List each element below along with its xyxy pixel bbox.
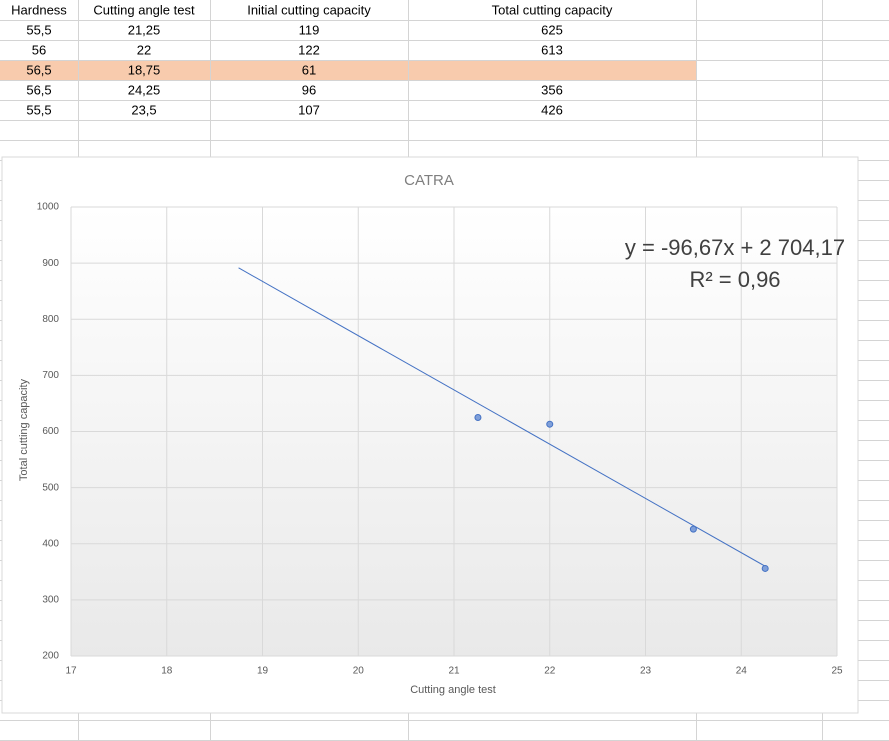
cell: 122: [298, 42, 320, 57]
x-tick-label: 19: [257, 666, 269, 677]
point: [761, 564, 769, 572]
cell: 61: [302, 62, 316, 77]
x-tick-label: 23: [640, 666, 652, 677]
y-tick-label: 400: [42, 538, 59, 549]
x-axis-label: Cutting angle test: [410, 684, 496, 696]
y-tick-label: 900: [42, 258, 59, 269]
cell: 96: [302, 82, 316, 97]
x-tick-label: 22: [544, 666, 556, 677]
trendline: [238, 267, 766, 567]
cell: 426: [541, 102, 563, 117]
cell: 18,75: [128, 62, 161, 77]
cell: 21,25: [128, 22, 161, 37]
cell: 56,5: [26, 82, 51, 97]
trendline-equation: y = -96,67x + 2 704,17: [625, 235, 845, 260]
y-tick-label: 200: [42, 651, 59, 662]
cell: 56,5: [26, 62, 51, 77]
point: [689, 525, 697, 533]
x-tick-label: 18: [161, 666, 173, 677]
x-tick-label: 20: [353, 666, 365, 677]
x-tick-label: 17: [65, 666, 77, 677]
cell: 55,5: [26, 102, 51, 117]
header-cell: Cutting angle test: [93, 2, 195, 17]
header-cell: Initial cutting capacity: [247, 2, 371, 17]
cell: 23,5: [131, 102, 156, 117]
point: [546, 420, 554, 428]
y-tick-label: 300: [42, 595, 59, 606]
chart-title: CATRA: [404, 172, 454, 189]
header-cell: Total cutting capacity: [492, 2, 613, 17]
y-tick-label: 1000: [37, 202, 60, 213]
cell: 613: [541, 42, 563, 57]
y-tick-label: 500: [42, 482, 59, 493]
cell: 119: [299, 22, 320, 37]
x-tick-label: 24: [736, 666, 748, 677]
y-tick-label: 700: [42, 370, 59, 381]
cells: Hardness Cutting angle test Initial cuttin…: [11, 2, 613, 117]
y-tick-label: 600: [42, 426, 59, 437]
cell: 625: [541, 22, 563, 37]
x-tick-label: 21: [448, 666, 460, 677]
chart: 200 300 400 500 600 700 800 900 1000 17 18 19 20 21 22…: [37, 202, 843, 677]
row-highlight: [0, 60, 696, 80]
header-cell: Hardness: [11, 2, 67, 17]
cell: 55,5: [26, 22, 51, 37]
cell: 56: [32, 42, 46, 57]
cell: 24,25: [128, 82, 161, 97]
cell: 107: [298, 102, 320, 117]
point: [474, 413, 482, 421]
cell: 356: [541, 82, 563, 97]
cell: 22: [137, 42, 151, 57]
trendline-r2: R² = 0,96: [689, 267, 780, 292]
y-tick-label: 800: [42, 314, 59, 325]
x-tick-label: 25: [831, 666, 843, 677]
y-axis-label: Total cutting capacity: [18, 378, 30, 481]
